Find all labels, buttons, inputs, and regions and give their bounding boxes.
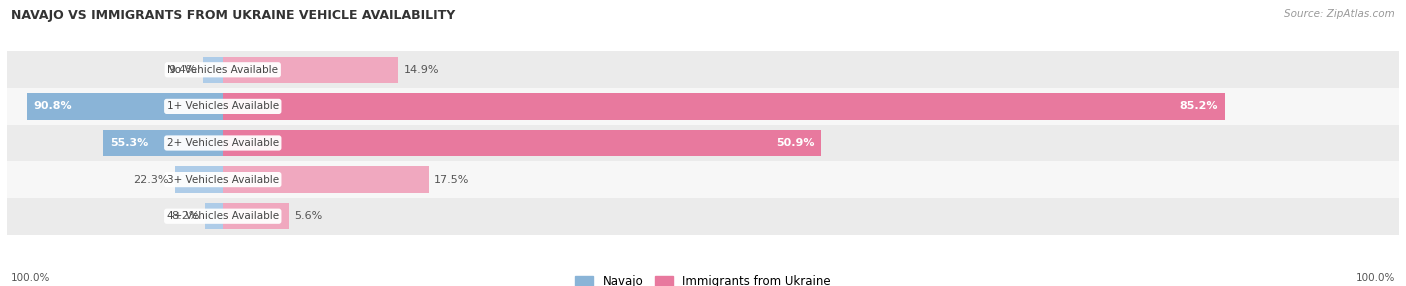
Bar (7, 161, 1399, 198)
Bar (7, 198, 1399, 235)
Text: 22.3%: 22.3% (134, 175, 169, 184)
Text: 90.8%: 90.8% (34, 102, 73, 111)
Text: 50.9%: 50.9% (776, 138, 814, 148)
Text: 17.5%: 17.5% (434, 175, 470, 184)
Text: 3+ Vehicles Available: 3+ Vehicles Available (167, 175, 278, 184)
Text: 2+ Vehicles Available: 2+ Vehicles Available (167, 138, 278, 148)
Bar (27, 93, 222, 120)
Bar (222, 166, 429, 193)
Bar (7, 125, 1399, 161)
Bar (205, 203, 222, 229)
Text: 55.3%: 55.3% (111, 138, 149, 148)
Bar (174, 166, 222, 193)
Text: 85.2%: 85.2% (1180, 102, 1218, 111)
Text: Source: ZipAtlas.com: Source: ZipAtlas.com (1284, 9, 1395, 19)
Text: 8.2%: 8.2% (172, 211, 200, 221)
Bar (222, 203, 288, 229)
Text: 4+ Vehicles Available: 4+ Vehicles Available (167, 211, 278, 221)
Bar (7, 51, 1399, 88)
Bar (7, 88, 1399, 125)
Bar (104, 130, 222, 156)
Text: 100.0%: 100.0% (1355, 273, 1395, 283)
Text: NAVAJO VS IMMIGRANTS FROM UKRAINE VEHICLE AVAILABILITY: NAVAJO VS IMMIGRANTS FROM UKRAINE VEHICL… (11, 9, 456, 21)
Text: No Vehicles Available: No Vehicles Available (167, 65, 278, 75)
Text: 1+ Vehicles Available: 1+ Vehicles Available (167, 102, 278, 111)
Legend: Navajo, Immigrants from Ukraine: Navajo, Immigrants from Ukraine (571, 270, 835, 286)
Text: 14.9%: 14.9% (404, 65, 439, 75)
Bar (202, 57, 222, 83)
Bar (222, 93, 1225, 120)
Text: 5.6%: 5.6% (294, 211, 322, 221)
Bar (222, 130, 821, 156)
Text: 100.0%: 100.0% (11, 273, 51, 283)
Text: 9.4%: 9.4% (169, 65, 197, 75)
Bar (222, 57, 398, 83)
